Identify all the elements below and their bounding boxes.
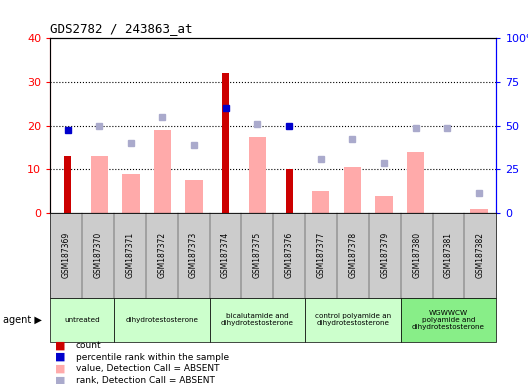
Text: dihydrotestosterone: dihydrotestosterone bbox=[125, 317, 198, 323]
Text: GSM187372: GSM187372 bbox=[157, 232, 166, 278]
Text: count: count bbox=[76, 341, 101, 350]
Text: WGWWCW
polyamide and
dihydrotestosterone: WGWWCW polyamide and dihydrotestosterone bbox=[412, 310, 485, 330]
Bar bbox=[312, 191, 329, 213]
Text: untreated: untreated bbox=[64, 317, 100, 323]
Bar bbox=[154, 130, 171, 213]
Text: ■: ■ bbox=[55, 341, 66, 351]
Text: value, Detection Call = ABSENT: value, Detection Call = ABSENT bbox=[76, 364, 219, 373]
Bar bbox=[286, 169, 293, 213]
Text: ■: ■ bbox=[55, 364, 66, 374]
Text: GDS2782 / 243863_at: GDS2782 / 243863_at bbox=[50, 22, 193, 35]
Text: GSM187382: GSM187382 bbox=[476, 232, 485, 278]
Text: rank, Detection Call = ABSENT: rank, Detection Call = ABSENT bbox=[76, 376, 214, 384]
Text: GSM187370: GSM187370 bbox=[93, 232, 102, 278]
Bar bbox=[344, 167, 361, 213]
Text: agent ▶: agent ▶ bbox=[3, 314, 42, 325]
Bar bbox=[122, 174, 139, 213]
Bar bbox=[470, 209, 488, 213]
Text: GSM187369: GSM187369 bbox=[62, 232, 71, 278]
Bar bbox=[222, 73, 229, 213]
Text: GSM187379: GSM187379 bbox=[380, 232, 389, 278]
Text: GSM187378: GSM187378 bbox=[348, 232, 357, 278]
Text: GSM187377: GSM187377 bbox=[317, 232, 326, 278]
Text: GSM187374: GSM187374 bbox=[221, 232, 230, 278]
Text: GSM187380: GSM187380 bbox=[412, 232, 421, 278]
Bar bbox=[64, 156, 71, 213]
Text: GSM187381: GSM187381 bbox=[444, 232, 453, 278]
Text: ■: ■ bbox=[55, 352, 66, 362]
Bar bbox=[249, 137, 266, 213]
Text: control polyamide an
dihydrotestosterone: control polyamide an dihydrotestosterone bbox=[315, 313, 391, 326]
Bar bbox=[407, 152, 425, 213]
Text: GSM187371: GSM187371 bbox=[125, 232, 134, 278]
Text: percentile rank within the sample: percentile rank within the sample bbox=[76, 353, 229, 362]
Text: ■: ■ bbox=[55, 375, 66, 384]
Text: GSM187373: GSM187373 bbox=[189, 232, 198, 278]
Bar bbox=[375, 196, 393, 213]
Bar bbox=[90, 156, 108, 213]
Bar bbox=[185, 180, 203, 213]
Text: GSM187376: GSM187376 bbox=[285, 232, 294, 278]
Text: GSM187375: GSM187375 bbox=[253, 232, 262, 278]
Text: bicalutamide and
dihydrotestosterone: bicalutamide and dihydrotestosterone bbox=[221, 313, 294, 326]
